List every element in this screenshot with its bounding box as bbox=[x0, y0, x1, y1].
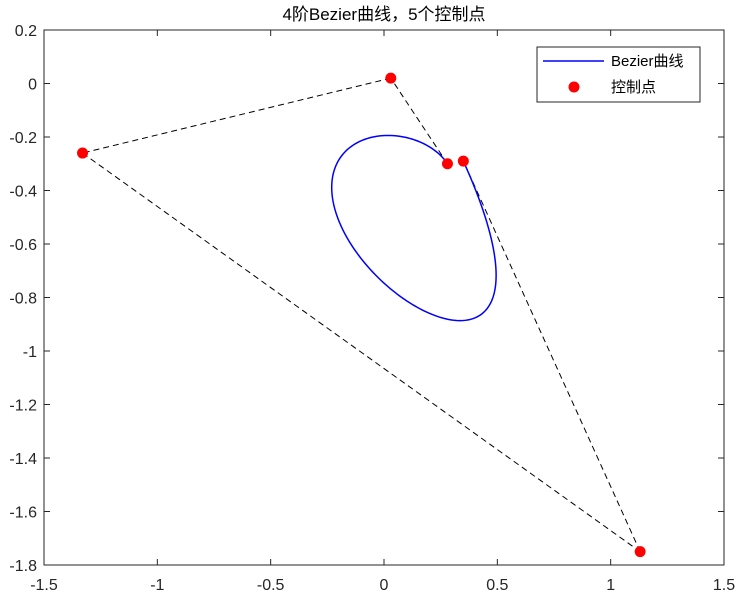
y-tick-label: 0.2 bbox=[15, 23, 37, 40]
y-tick-label: -1.6 bbox=[9, 505, 37, 522]
bezier-curve bbox=[330, 134, 497, 322]
legend-label-curve: Bezier曲线 bbox=[611, 53, 684, 70]
x-tick-label: 0 bbox=[380, 577, 389, 594]
legend: Bezier曲线 控制点 bbox=[536, 46, 701, 103]
x-tick-label: -0.5 bbox=[257, 577, 285, 594]
control-polygon-segment bbox=[82, 77, 391, 154]
x-tick-label: 1 bbox=[606, 577, 615, 594]
chart-title: 4阶Bezier曲线，5个控制点 bbox=[282, 5, 485, 24]
y-tick-label: -1.4 bbox=[9, 451, 37, 468]
y-tick-label: -1.8 bbox=[9, 558, 37, 575]
x-tick-label: -1 bbox=[150, 577, 164, 594]
legend-dot-swatch bbox=[568, 81, 580, 93]
control-point bbox=[441, 158, 453, 170]
y-tick-label: -1 bbox=[23, 344, 37, 361]
control-polygon-segment bbox=[82, 152, 641, 553]
control-point bbox=[77, 147, 89, 159]
y-tick-label: -0.4 bbox=[9, 184, 37, 201]
control-points-layer bbox=[77, 72, 646, 558]
bezier-curve-layer bbox=[330, 134, 497, 322]
control-point bbox=[634, 546, 646, 558]
control-point bbox=[385, 72, 397, 84]
axis-ticks: -1.5 -1 -0.5 0 0.5 1 1.5 0.2 0 -0.2 -0.4 -0.6 -0.8 -1… bbox=[9, 23, 735, 594]
plot-area bbox=[43, 29, 725, 566]
legend-label-points: 控制点 bbox=[611, 79, 656, 96]
control-point bbox=[457, 155, 469, 167]
y-tick-label: -0.8 bbox=[9, 291, 37, 308]
x-tick-label: 1.5 bbox=[713, 577, 735, 594]
y-tick-label: -0.2 bbox=[9, 130, 37, 147]
control-polygon-segment bbox=[462, 160, 641, 552]
y-tick-label: -0.6 bbox=[9, 237, 37, 254]
x-tick-label: 0.5 bbox=[486, 577, 508, 594]
x-tick-label: -1.5 bbox=[30, 577, 58, 594]
control-polygon bbox=[82, 77, 641, 553]
y-tick-label: 0 bbox=[28, 77, 37, 94]
control-polygon-segment bbox=[390, 77, 448, 165]
legend-box bbox=[536, 46, 701, 103]
y-tick-label: -1.2 bbox=[9, 398, 37, 415]
